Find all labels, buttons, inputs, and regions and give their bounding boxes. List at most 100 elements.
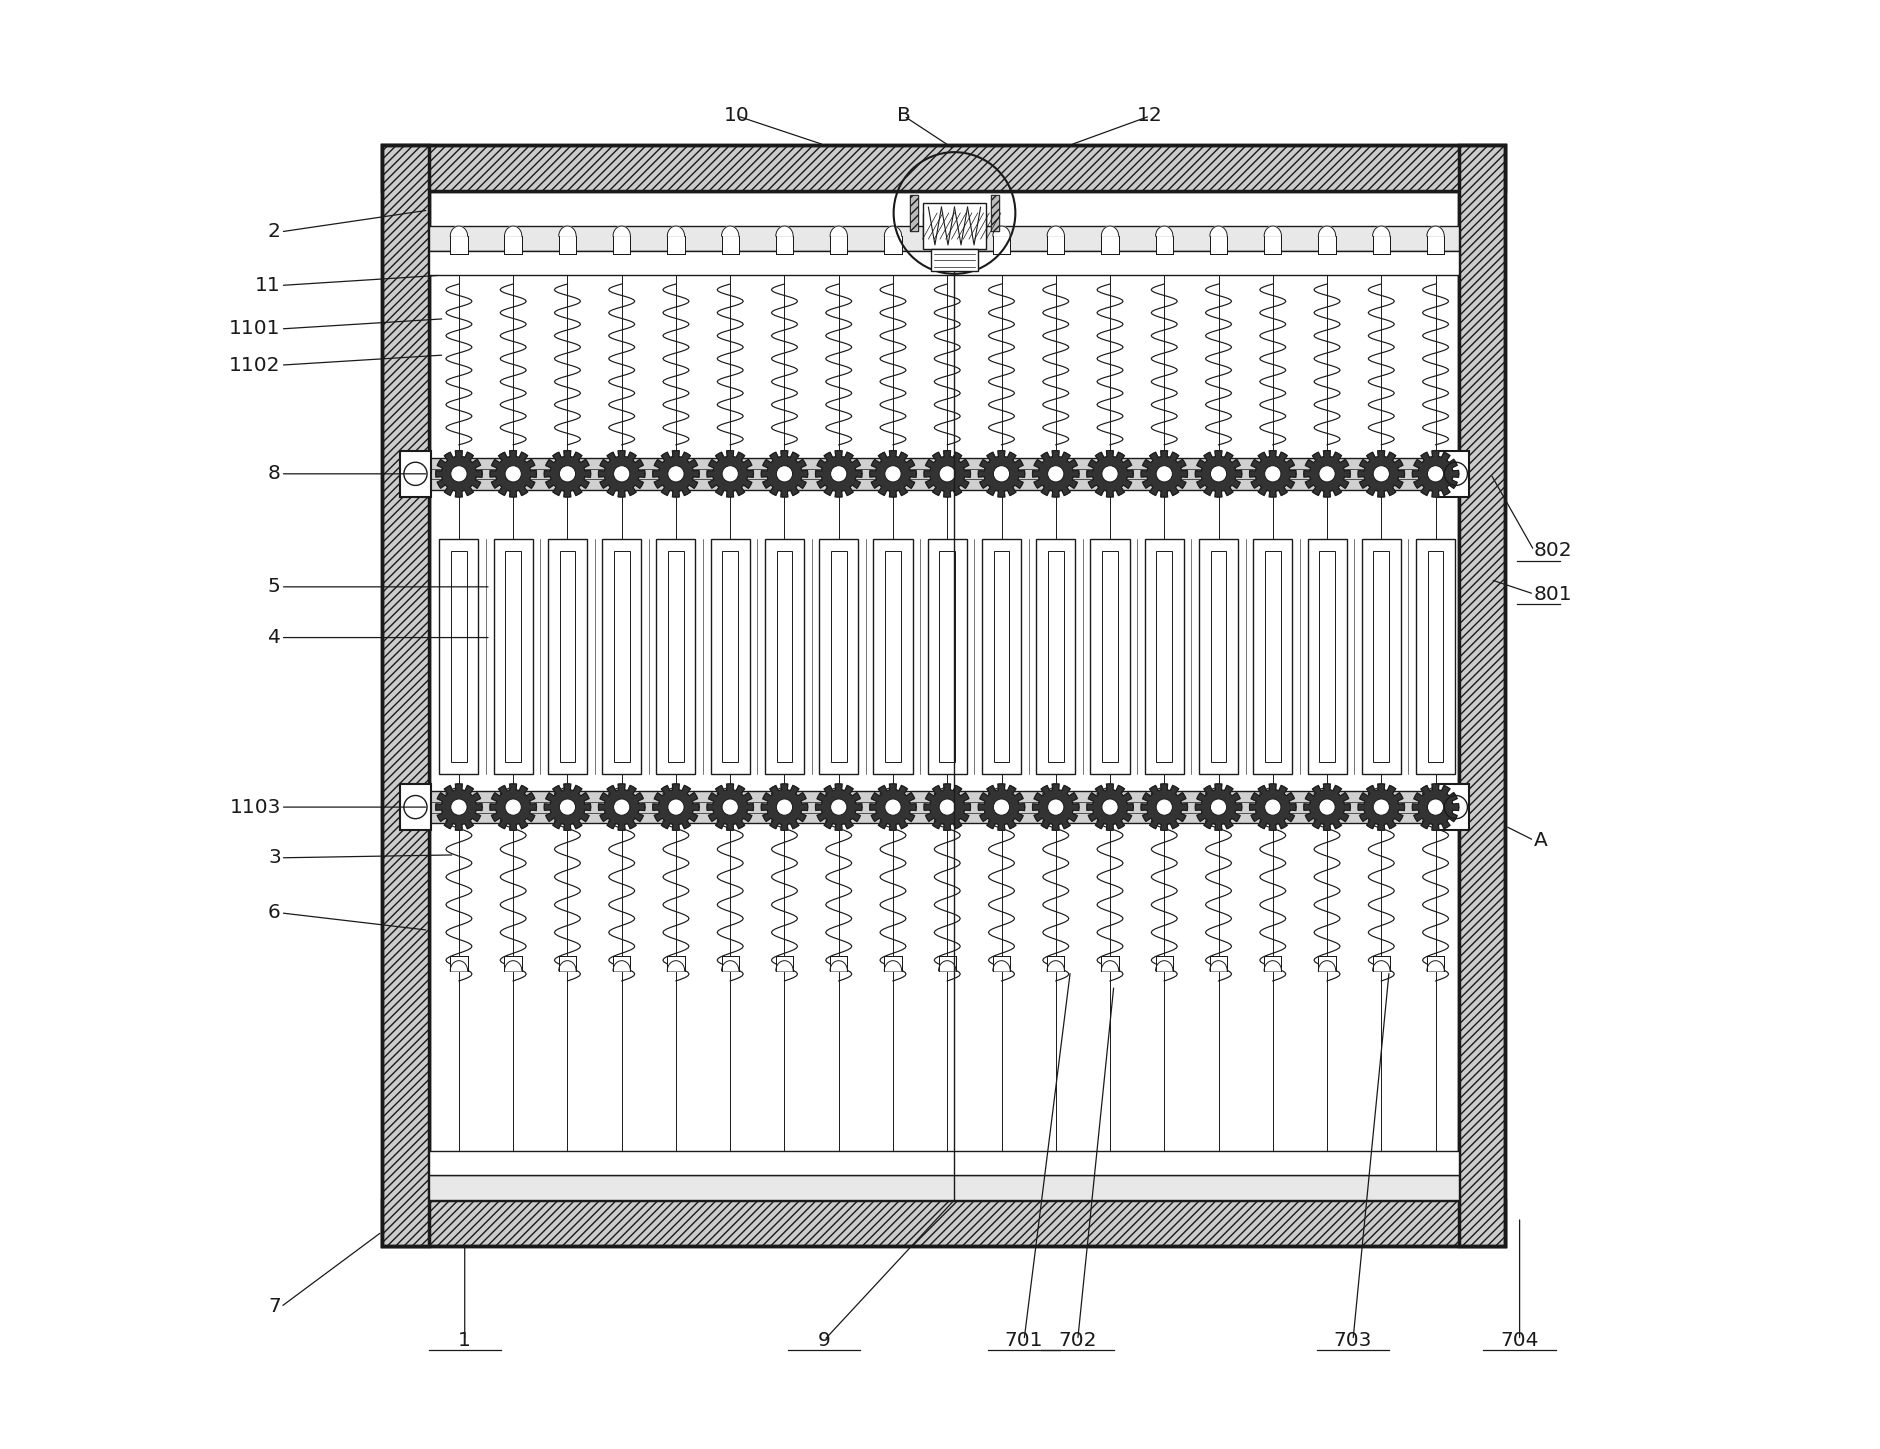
Bar <box>931 249 978 271</box>
Circle shape <box>1156 465 1173 483</box>
Text: 701: 701 <box>1004 1330 1043 1350</box>
Polygon shape <box>558 226 575 236</box>
Polygon shape <box>1318 226 1335 236</box>
Bar <box>722 956 739 971</box>
Polygon shape <box>1196 784 1241 830</box>
Text: 8: 8 <box>267 464 280 484</box>
Polygon shape <box>436 451 481 497</box>
Polygon shape <box>1156 226 1173 236</box>
Bar <box>1156 956 1173 971</box>
Text: 802: 802 <box>1534 540 1574 561</box>
Circle shape <box>993 465 1010 483</box>
Polygon shape <box>558 961 575 971</box>
Polygon shape <box>938 226 955 236</box>
Circle shape <box>940 465 955 483</box>
Bar <box>429 791 1459 823</box>
Polygon shape <box>993 961 1010 971</box>
Bar <box>981 539 1021 774</box>
Bar <box>884 236 902 254</box>
Polygon shape <box>1156 961 1173 971</box>
Bar <box>382 145 429 1246</box>
Text: 1103: 1103 <box>229 797 280 817</box>
Bar <box>429 251 1459 275</box>
Bar <box>558 236 575 254</box>
Bar <box>831 236 848 254</box>
Polygon shape <box>613 961 630 971</box>
Circle shape <box>1047 465 1064 483</box>
Polygon shape <box>1263 961 1282 971</box>
Polygon shape <box>1032 451 1079 497</box>
Bar <box>449 236 468 254</box>
Bar <box>429 1151 1459 1175</box>
Bar <box>1318 236 1335 254</box>
Bar <box>1427 551 1444 762</box>
Bar <box>1416 539 1455 774</box>
Polygon shape <box>652 451 699 497</box>
Bar <box>429 458 1459 490</box>
Bar <box>938 956 955 971</box>
Polygon shape <box>652 784 699 830</box>
Circle shape <box>1102 465 1119 483</box>
Bar <box>1320 551 1335 762</box>
Circle shape <box>506 798 521 816</box>
Circle shape <box>940 798 955 816</box>
Bar <box>1090 539 1130 774</box>
Bar <box>1036 539 1075 774</box>
Circle shape <box>1211 798 1226 816</box>
Bar <box>429 191 1459 1200</box>
Polygon shape <box>667 226 684 236</box>
Bar <box>820 539 859 774</box>
Text: 704: 704 <box>1500 1330 1540 1350</box>
Bar <box>1145 539 1184 774</box>
Polygon shape <box>613 226 630 236</box>
Polygon shape <box>925 451 970 497</box>
Polygon shape <box>1305 451 1350 497</box>
Bar <box>711 539 750 774</box>
Circle shape <box>1211 465 1226 483</box>
Circle shape <box>1372 465 1389 483</box>
Polygon shape <box>1427 961 1444 971</box>
Bar <box>429 1175 1459 1200</box>
Circle shape <box>885 798 901 816</box>
Polygon shape <box>1305 784 1350 830</box>
Bar <box>667 956 684 971</box>
Circle shape <box>613 465 630 483</box>
Circle shape <box>993 798 1010 816</box>
Polygon shape <box>1102 226 1119 236</box>
Circle shape <box>613 798 630 816</box>
Polygon shape <box>1087 784 1134 830</box>
Bar <box>1427 956 1444 971</box>
Bar <box>993 551 1010 762</box>
Bar <box>831 956 848 971</box>
Bar <box>560 551 575 762</box>
Bar <box>506 551 521 762</box>
Polygon shape <box>1357 451 1404 497</box>
Bar <box>1459 145 1506 1246</box>
Bar <box>1374 551 1389 762</box>
Text: 703: 703 <box>1333 1330 1372 1350</box>
Text: 801: 801 <box>1534 584 1574 604</box>
Polygon shape <box>1032 784 1079 830</box>
Bar <box>1047 236 1064 254</box>
Circle shape <box>885 465 901 483</box>
Bar <box>991 194 1000 232</box>
Polygon shape <box>722 961 739 971</box>
Bar <box>1047 551 1064 762</box>
Polygon shape <box>1263 226 1282 236</box>
Circle shape <box>831 465 846 483</box>
Bar <box>558 956 575 971</box>
Circle shape <box>1102 798 1119 816</box>
Circle shape <box>1156 798 1173 816</box>
Text: 11: 11 <box>256 275 280 296</box>
Polygon shape <box>545 784 590 830</box>
Polygon shape <box>978 451 1025 497</box>
Bar <box>382 145 1506 1246</box>
Bar <box>722 236 739 254</box>
Polygon shape <box>978 784 1025 830</box>
Bar <box>910 194 917 232</box>
Bar <box>776 956 793 971</box>
Polygon shape <box>1196 451 1241 497</box>
Bar <box>382 145 1506 191</box>
Text: 1102: 1102 <box>229 355 280 375</box>
Polygon shape <box>1087 451 1134 497</box>
